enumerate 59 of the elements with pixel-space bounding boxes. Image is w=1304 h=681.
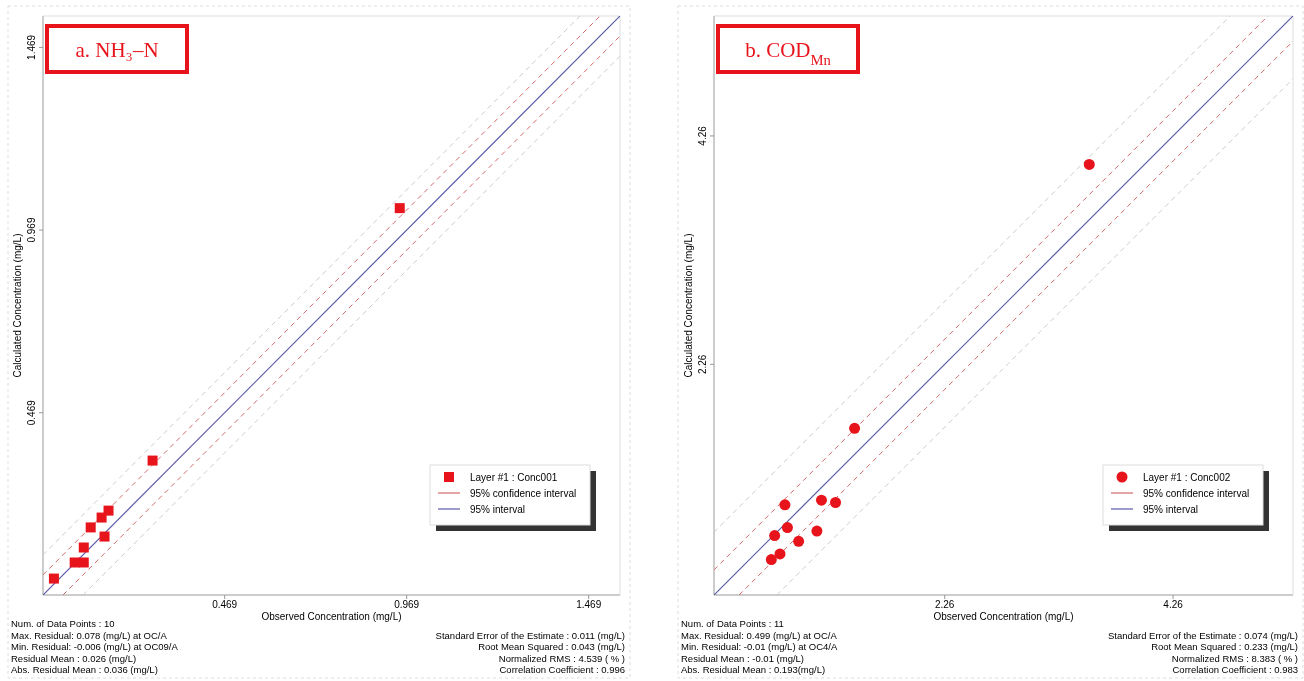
point	[103, 505, 114, 516]
point	[78, 542, 89, 553]
text: Normalized RMS : 4.539 ( % )	[498, 652, 625, 664]
point	[147, 455, 158, 466]
point	[849, 422, 861, 434]
x-tick-label: 0.969	[394, 599, 420, 610]
text: Num. of Data Points : 10	[11, 618, 115, 629]
x-tick-label: 4.26	[1163, 599, 1184, 610]
point	[769, 530, 781, 542]
x-tick-label: 0.469	[212, 599, 238, 610]
text: Max. Residual: 0.499 (mg/L) at OC/A	[681, 629, 838, 641]
x-tick-label: 1.469	[576, 599, 602, 610]
text: Correlation Coefficient : 0.983	[1172, 664, 1298, 675]
point	[830, 497, 842, 508]
text: Abs. Residual Mean : 0.193(mg/L)	[681, 664, 826, 675]
point	[96, 512, 107, 523]
text: Abs. Residual Mean : 0.036 (mg/L)	[11, 664, 158, 675]
text: a. NH₃–N	[75, 38, 159, 62]
point	[78, 557, 89, 568]
point	[811, 525, 823, 537]
point	[48, 573, 59, 584]
text: b. COD$_{Mn}$	[745, 38, 832, 68]
text: Standard Error of the Estimate : 0.074 (mg/L)	[1107, 629, 1298, 641]
point	[779, 499, 791, 511]
y-tick-label: 0.469	[26, 399, 37, 426]
text: Normalized RMS : 8.383 ( % )	[1171, 652, 1298, 664]
point	[69, 557, 80, 568]
y-axis-title: Calculated Concentration (mg/L)	[12, 233, 23, 378]
text: Standard Error of the Estimate : 0.011 (mg/L)	[435, 629, 625, 641]
text: Root Mean Squared : 0.043 (mg/L)	[478, 641, 625, 652]
text: Correlation Coefficient : 0.996	[499, 664, 625, 675]
text: Residual Mean : -0.01 (mg/L)	[681, 652, 805, 664]
text: Num. of Data Points : 11	[681, 618, 784, 629]
point	[774, 548, 786, 560]
x-axis-title: Observed Concentration (mg/L)	[933, 611, 1074, 622]
point	[394, 203, 405, 214]
text: Min. Residual: -0.01 (mg/L) at OC4/A	[681, 641, 838, 652]
legend-label: 95% confidence interval	[470, 488, 577, 499]
point	[85, 522, 96, 533]
text: Residual Mean : 0.026 (mg/L)	[11, 652, 137, 664]
point	[793, 535, 805, 547]
y-tick-label: 1.469	[26, 34, 37, 60]
point	[1083, 158, 1095, 170]
point	[99, 531, 110, 542]
legend-label: 95% confidence interval	[1143, 488, 1250, 499]
y-tick-label: 0.969	[26, 217, 37, 243]
point	[781, 522, 793, 534]
text: Min. Residual: -0.006 (mg/L) at OC09/A	[11, 641, 179, 652]
legend-label: 95% interval	[1143, 504, 1199, 515]
legend-label: 95% interval	[470, 504, 526, 515]
text: Root Mean Squared : 0.233 (mg/L)	[1151, 641, 1298, 652]
point	[765, 554, 777, 566]
y-axis-title: Calculated Concentration (mg/L)	[683, 233, 694, 378]
x-tick-label: 2.26	[934, 599, 955, 610]
point	[815, 494, 827, 506]
legend-label: Layer #1 : Conc002	[1143, 472, 1231, 483]
text: Max. Residual: 0.078 (mg/L) at OC/A	[11, 629, 168, 641]
x-axis-title: Observed Concentration (mg/L)	[261, 611, 402, 622]
legend-label: Layer #1 : Conc001	[470, 472, 558, 483]
